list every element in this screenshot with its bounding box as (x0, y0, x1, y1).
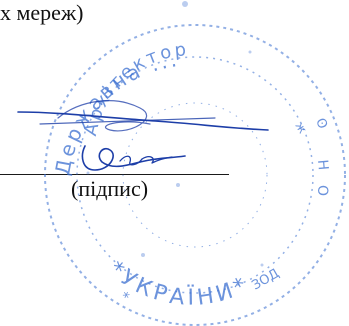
stamp-inner-text: Архітектор (80, 39, 190, 138)
signature-caption: (підпис) (71, 176, 149, 201)
svg-text:Н: Н (314, 159, 331, 171)
stamp-outer-text: Державна ... (50, 47, 181, 177)
fragment-text: х мереж) (0, 0, 84, 25)
svg-text:*: * (118, 289, 131, 306)
svg-text:ЗОД: ЗОД (250, 266, 282, 293)
stamp-bottom-text: *УКРАЇНИ* (104, 257, 254, 311)
signature-line (0, 174, 229, 175)
svg-text:ʘ: ʘ (312, 116, 330, 131)
svg-text:ж: ж (292, 120, 310, 137)
svg-text:О: О (314, 185, 330, 196)
